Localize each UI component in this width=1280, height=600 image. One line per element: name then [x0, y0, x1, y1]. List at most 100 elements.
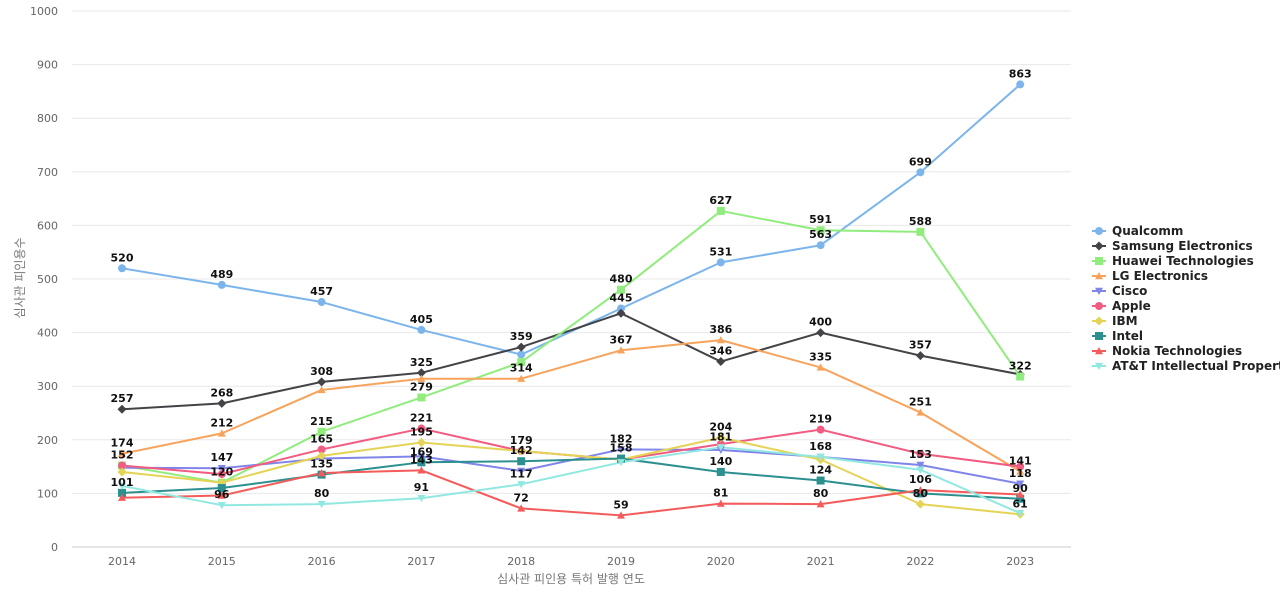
data-point	[217, 491, 226, 499]
data-point	[517, 504, 526, 512]
data-point	[616, 308, 626, 318]
x-tick-label: 2015	[208, 555, 236, 568]
data-point	[915, 351, 925, 361]
data-label: 120	[210, 466, 233, 479]
legend-swatch-marker	[1095, 257, 1103, 265]
data-point	[916, 408, 925, 416]
legend-item[interactable]: LG Electronics	[1092, 269, 1208, 283]
data-label: 357	[909, 339, 932, 352]
legend-item[interactable]: AT&T Intellectual Property	[1092, 359, 1280, 373]
data-point	[1016, 467, 1025, 475]
legend-item[interactable]: Apple	[1092, 299, 1151, 313]
data-point	[417, 424, 426, 433]
legend-label: AT&T Intellectual Property	[1112, 359, 1280, 373]
gridlines	[72, 10, 1071, 548]
data-point	[217, 398, 227, 408]
data-label: 405	[410, 313, 433, 326]
series-line	[121, 83, 1022, 356]
y-tick-label: 100	[37, 487, 58, 500]
legend-item[interactable]: Intel	[1092, 329, 1143, 343]
data-labels: 520 489 457 405 445 531 563 699 863 257 268 308 325 3…	[111, 67, 1032, 511]
y-tick-label: 500	[37, 273, 58, 286]
data-label: 204	[709, 421, 732, 434]
legend-item[interactable]: Samsung Electronics	[1092, 239, 1253, 253]
data-label: 96	[214, 488, 230, 501]
series-line	[121, 469, 1022, 517]
data-point	[217, 429, 226, 437]
data-point	[1016, 80, 1025, 89]
series-line	[121, 446, 1022, 515]
legend-label: Apple	[1112, 299, 1151, 313]
data-label: 91	[414, 481, 429, 494]
data-point	[617, 346, 625, 354]
data-point	[816, 425, 825, 434]
data-label: 80	[813, 487, 829, 500]
data-point	[118, 449, 126, 457]
series-markers	[117, 80, 1025, 519]
y-tick-label: 0	[51, 541, 58, 554]
legend-item[interactable]: Huawei Technologies	[1092, 254, 1254, 268]
data-point	[716, 444, 725, 452]
data-point	[517, 467, 526, 475]
legend-item[interactable]: Cisco	[1092, 284, 1147, 298]
legend-item[interactable]: Qualcomm	[1092, 224, 1183, 238]
data-point	[716, 258, 725, 267]
series-line	[121, 312, 1022, 411]
legend-label: Nokia Technologies	[1112, 344, 1242, 358]
data-point	[217, 484, 226, 493]
data-label: 195	[410, 425, 433, 438]
data-label: 158	[610, 442, 633, 455]
data-point	[317, 377, 327, 387]
data-point	[617, 459, 625, 467]
data-label: 215	[310, 415, 333, 428]
legend-item[interactable]: Nokia Technologies	[1092, 344, 1242, 358]
data-point	[1016, 510, 1025, 518]
x-tick-label: 2014	[108, 555, 136, 568]
data-label: 80	[314, 487, 330, 500]
data-label: 212	[210, 416, 233, 429]
data-label: 480	[610, 273, 633, 286]
legend-swatch-marker	[1095, 287, 1103, 295]
data-point	[716, 336, 725, 344]
data-label: 257	[111, 392, 134, 405]
data-point	[816, 226, 825, 235]
data-point	[516, 342, 526, 352]
data-point	[617, 304, 625, 313]
data-label: 142	[510, 444, 533, 457]
data-label: 308	[310, 365, 333, 378]
data-point	[1016, 372, 1025, 381]
data-label: 386	[709, 323, 732, 336]
data-label: 72	[514, 491, 529, 504]
data-point	[317, 427, 326, 436]
data-point	[217, 465, 226, 473]
data-label: 314	[510, 362, 533, 375]
data-label: 699	[909, 155, 932, 168]
data-point	[1016, 462, 1025, 471]
legend-label: LG Electronics	[1112, 269, 1208, 283]
x-tick-label: 2016	[308, 555, 336, 568]
data-point	[816, 453, 825, 461]
data-point	[417, 458, 426, 467]
y-axis-ticks: 0 100 200 300 400 500 600 700 800 900 1000	[30, 5, 58, 554]
data-label: 80	[913, 487, 929, 500]
legend-swatch-marker	[1095, 227, 1103, 235]
legend-item[interactable]: IBM	[1092, 314, 1138, 328]
data-point	[517, 350, 526, 359]
data-label: 219	[809, 413, 832, 426]
data-label: 863	[1009, 67, 1032, 80]
data-point	[517, 481, 526, 489]
data-point	[816, 476, 825, 485]
y-tick-label: 200	[37, 434, 58, 447]
data-label: 152	[111, 449, 134, 462]
legend-label: IBM	[1112, 314, 1138, 328]
data-point	[916, 466, 925, 474]
data-point	[716, 206, 725, 215]
data-label: 367	[610, 333, 633, 346]
data-point	[118, 482, 126, 490]
data-point	[317, 500, 326, 509]
data-point	[118, 461, 126, 470]
data-point	[217, 501, 226, 510]
x-tick-label: 2017	[407, 555, 435, 568]
data-point	[915, 499, 925, 509]
